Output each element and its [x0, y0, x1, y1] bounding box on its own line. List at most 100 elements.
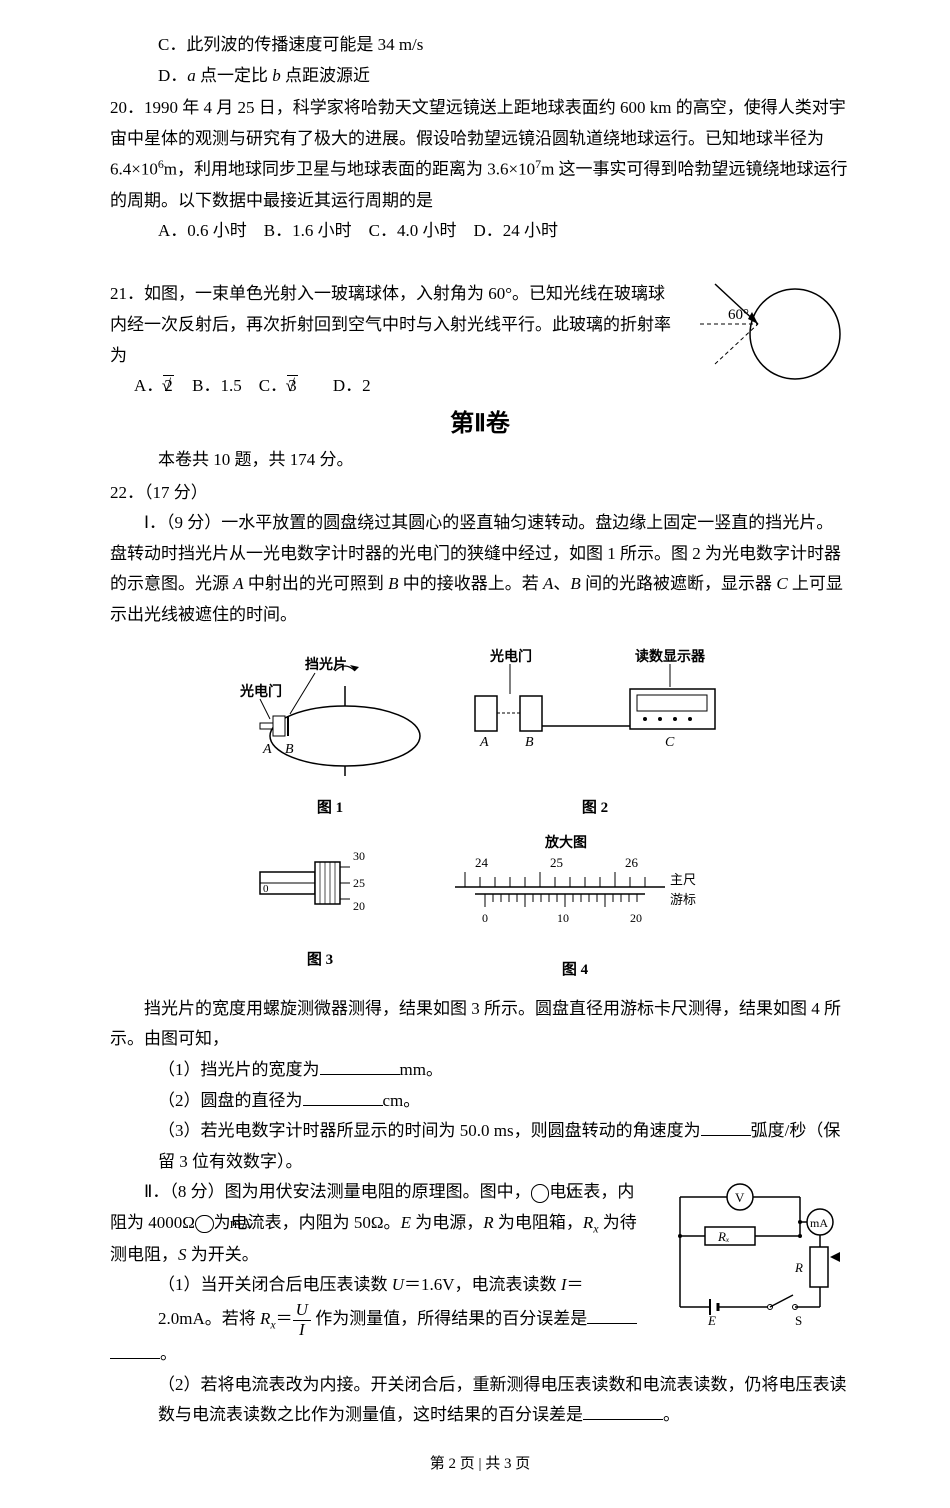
- q22-p3-suffix: 为开关。: [187, 1245, 259, 1264]
- circuit-V: V: [735, 1190, 745, 1205]
- q22-ii-sub2: （2）若将电流表改为内接。开关闭合后，重新测得电压表读数和电流表读数，仍将电压表…: [110, 1370, 850, 1431]
- node1: [678, 1234, 682, 1238]
- fig3-zero: 0: [263, 883, 269, 895]
- rheostat-box: [810, 1247, 828, 1287]
- q21-opta-label: A．: [134, 376, 163, 395]
- q22-C: C: [776, 574, 787, 593]
- fig1-B: B: [285, 742, 294, 757]
- figure-3: 0 30 25 20 图 3: [245, 832, 395, 984]
- source-box: [475, 696, 497, 731]
- q19-optd-mid: 点一定比: [196, 66, 273, 85]
- circuit-Rx: Rₓ: [717, 1229, 730, 1244]
- q20-optd: D．24 小时: [473, 221, 558, 240]
- q22-E: E: [401, 1213, 411, 1232]
- photogate-box: [273, 716, 285, 736]
- q20-optc: C．4.0 小时: [369, 221, 457, 240]
- receiver-box: [520, 696, 542, 731]
- q19-a-var: a: [187, 66, 196, 85]
- blank-5[interactable]: [583, 1403, 663, 1420]
- blank-2[interactable]: [303, 1089, 383, 1106]
- circuit-svg: V mA Rₓ R E S: [650, 1177, 850, 1327]
- q22-comma: 、: [553, 574, 570, 593]
- q22-ii1-eq1: ＝1.6V，电流表读数: [404, 1275, 561, 1294]
- blank-3[interactable]: [701, 1119, 751, 1136]
- q22-p3-mid2: 为电流表，内阻为 50Ω。: [214, 1213, 401, 1232]
- q22-B1: B: [388, 574, 398, 593]
- fig2-C: C: [665, 735, 675, 750]
- rheostat-arrow: [830, 1252, 840, 1262]
- fig2-B: B: [525, 735, 534, 750]
- q22-B2: B: [570, 574, 580, 593]
- q21-optd: D．2: [333, 376, 371, 395]
- circuit-mA: mA: [810, 1216, 828, 1230]
- dot3: [673, 717, 677, 721]
- blank-1[interactable]: [320, 1058, 400, 1075]
- q22-Rx: R: [583, 1213, 593, 1232]
- node2: [798, 1220, 802, 1224]
- ray-arrow: [748, 312, 758, 324]
- circuit-R: R: [794, 1260, 803, 1275]
- q21-text: 21．如图，一束单色光射入一玻璃球体，入射角为 60°。已知光线在玻璃球内经一次…: [110, 284, 671, 364]
- q19-b-var: b: [272, 66, 281, 85]
- fraction: UI: [293, 1301, 311, 1339]
- sphere-diagram-container: 60°: [690, 279, 850, 400]
- q22-ii1-mid: 作为测量值，所得结果的百分误差是: [311, 1309, 587, 1328]
- q19-option-c: C．此列波的传播速度可能是 34 m/s: [110, 30, 850, 61]
- sphere-circle: [750, 289, 840, 379]
- q22-ii2-text: （2）若将电流表改为内接。开关闭合后，重新测得电压表读数和电流表读数，仍将电压表…: [158, 1375, 847, 1425]
- fig4-v20: 20: [630, 911, 642, 925]
- q22-header: 22．（17 分）: [110, 478, 850, 509]
- fig4-v0: 0: [482, 911, 488, 925]
- main-ticks: [465, 872, 645, 887]
- q22-p1-mid3: 间的光路被遮断，显示器: [581, 574, 777, 593]
- q22-p3-mid3: 为电源，: [411, 1213, 483, 1232]
- figure-2: 光电门 读数显示器 A B C 图 2: [465, 641, 725, 823]
- q22-ii2-suffix: 。: [663, 1405, 680, 1424]
- q19-option-d: D．a 点一定比 b 点距波源近: [110, 61, 850, 92]
- blank-4b[interactable]: [110, 1342, 160, 1359]
- frac-num: U: [293, 1301, 311, 1321]
- fig1-gate-label: 光电门: [239, 683, 282, 700]
- q22-S: S: [178, 1245, 187, 1264]
- fig3-20: 20: [353, 899, 365, 913]
- fig4-24: 24: [475, 855, 489, 870]
- rx-box: [705, 1227, 755, 1245]
- vernier-ticks: [485, 894, 637, 907]
- fig1-dang-label: 挡光片: [305, 656, 347, 673]
- fig4-svg: 放大图 24 25 26 主尺: [435, 832, 715, 942]
- dang-pointer: [290, 673, 315, 714]
- q22-sub3-prefix: （3）若光电数字计时器所显示的时间为 50.0 ms，则圆盘转动的角速度为: [158, 1121, 701, 1140]
- q19-optd-suffix: 点距波源近: [281, 66, 370, 85]
- dot4: [688, 717, 692, 721]
- dot2: [658, 717, 662, 721]
- q19-optc-text: C．此列波的传播速度可能是 34 m/s: [158, 35, 423, 54]
- fig4-main-label: 主尺: [670, 872, 696, 887]
- fig3-caption: 图 3: [245, 947, 395, 974]
- fig4-caption: 图 4: [435, 957, 715, 984]
- q20-options: A．0.6 小时 B．1.6 小时 C．4.0 小时 D．24 小时: [110, 216, 850, 247]
- figure-1: 挡光片 光电门 A B 图 1: [235, 641, 425, 823]
- photogate-stem: [260, 723, 273, 729]
- v-symbol: V: [531, 1184, 550, 1203]
- q22-sub2: （2）圆盘的直径为cm。: [110, 1086, 850, 1117]
- fig2-display-label: 读数显示器: [635, 648, 706, 665]
- q22-frac-eq: ＝: [276, 1309, 293, 1328]
- q22-ii1-suffix: 。: [160, 1344, 177, 1363]
- fig1-A: A: [262, 742, 272, 757]
- q22-ii1-prefix: （1）当开关闭合后电压表读数: [158, 1275, 392, 1294]
- circuit-container: V mA Rₓ R E S: [650, 1177, 850, 1338]
- q22-sub3: （3）若光电数字计时器所显示的时间为 50.0 ms，则圆盘转动的角速度为弧度/…: [110, 1116, 850, 1177]
- frac-den: I: [293, 1321, 311, 1340]
- circuit-E: E: [707, 1313, 716, 1327]
- fig4-26: 26: [625, 855, 639, 870]
- q22-p1: Ⅰ．（9 分）一水平放置的圆盘绕过其圆心的竖直轴匀速转动。盘边缘上固定一竖直的挡…: [110, 508, 850, 630]
- q22-A2: A: [543, 574, 553, 593]
- q19-optd-prefix: D．: [158, 66, 187, 85]
- q21-optc-label: C．: [259, 376, 287, 395]
- fig2-gate-label: 光电门: [489, 648, 532, 665]
- blank-4a[interactable]: [587, 1307, 637, 1324]
- fig3-30: 30: [353, 849, 365, 863]
- micrometer-thimble: [315, 862, 340, 904]
- fig2-svg: 光电门 读数显示器 A B C: [465, 641, 725, 781]
- ma-symbol: mA: [195, 1215, 214, 1234]
